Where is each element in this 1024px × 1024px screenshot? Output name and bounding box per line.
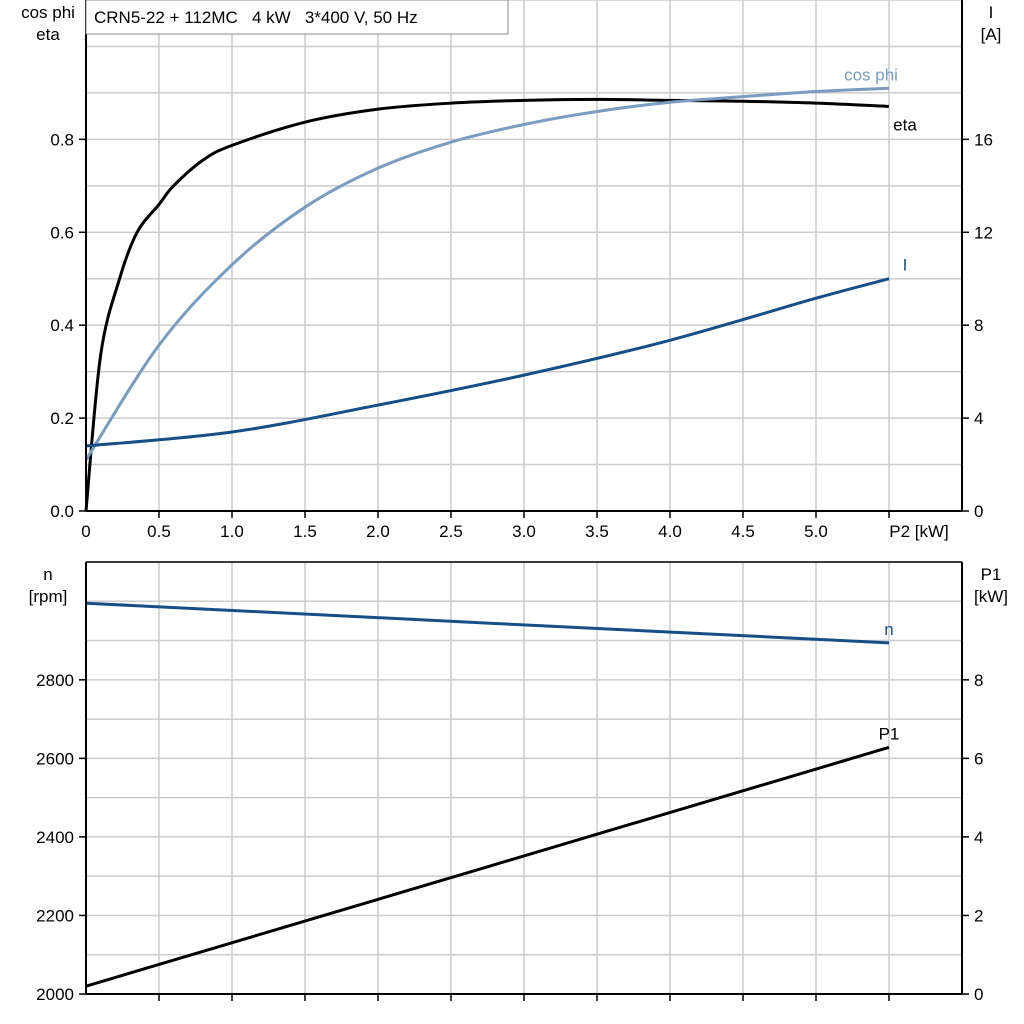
chart-title: CRN5-22 + 112MC 4 kW 3*400 V, 50 Hz bbox=[94, 8, 418, 27]
y-tick-label-left: 0.6 bbox=[50, 223, 74, 242]
y-tick-label-right: 2 bbox=[974, 906, 983, 925]
y-tick-label-left: 0.8 bbox=[50, 130, 74, 149]
x-tick-label: 3.5 bbox=[585, 522, 609, 541]
series-label-p1: P1 bbox=[879, 724, 900, 743]
x-tick-label: 0 bbox=[81, 522, 90, 541]
y-tick-label-left: 0.2 bbox=[50, 409, 74, 428]
series-label-i: I bbox=[903, 256, 908, 275]
x-tick-label: 2.5 bbox=[439, 522, 463, 541]
y-tick-label-right: 8 bbox=[974, 671, 983, 690]
x-tick-label: 3.0 bbox=[512, 522, 536, 541]
y-tick-label-left: 2600 bbox=[36, 749, 74, 768]
y-tick-label-right: 16 bbox=[974, 130, 993, 149]
x-axis-label: P2 [kW] bbox=[889, 522, 949, 541]
y-tick-label-left: 2800 bbox=[36, 671, 74, 690]
x-tick-label: 0.5 bbox=[147, 522, 171, 541]
series-label-eta: eta bbox=[893, 115, 917, 134]
y-tick-label-right: 0 bbox=[974, 502, 983, 521]
y-axis-label-right: [A] bbox=[981, 25, 1002, 44]
series-line-eta bbox=[84, 97, 890, 512]
y-tick-label-right: 6 bbox=[974, 749, 983, 768]
y-axis-label-right: P1 bbox=[981, 565, 1002, 584]
x-tick-label: 4.5 bbox=[731, 522, 755, 541]
series-line-cos-phi bbox=[84, 86, 890, 461]
y-tick-label-right: 8 bbox=[974, 316, 983, 335]
x-tick-label: 4.0 bbox=[658, 522, 682, 541]
y-axis-label-left: [rpm] bbox=[29, 587, 68, 606]
y-tick-label-left: 2000 bbox=[36, 985, 74, 1004]
series-label-cos-phi: cos phi bbox=[844, 65, 898, 84]
series-line-n bbox=[85, 601, 890, 645]
title-box bbox=[85, 0, 509, 35]
y-tick-label-right: 12 bbox=[974, 223, 993, 242]
y-axis-label-left: eta bbox=[36, 25, 60, 44]
y-tick-label-left: 0.0 bbox=[50, 502, 74, 521]
y-axis-label-left: n bbox=[43, 565, 52, 584]
y-tick-label-left: 0.4 bbox=[50, 316, 74, 335]
series-label-n: n bbox=[884, 620, 893, 639]
x-tick-label: 2.0 bbox=[366, 522, 390, 541]
y-axis-label-left: cos phi bbox=[21, 3, 75, 22]
y-tick-label-right: 4 bbox=[974, 409, 983, 428]
y-tick-label-right: 4 bbox=[974, 828, 983, 847]
series-line-p1 bbox=[85, 745, 890, 988]
y-tick-label-right: 0 bbox=[974, 985, 983, 1004]
y-tick-label-left: 2400 bbox=[36, 828, 74, 847]
series-line-i bbox=[85, 277, 890, 448]
y-tick-label-left: 2200 bbox=[36, 906, 74, 925]
y-axis-label-right: I bbox=[989, 3, 994, 22]
x-tick-label: 1.0 bbox=[220, 522, 244, 541]
y-axis-label-right: [kW] bbox=[974, 587, 1008, 606]
x-tick-label: 1.5 bbox=[293, 522, 317, 541]
x-tick-label: 5.0 bbox=[804, 522, 828, 541]
